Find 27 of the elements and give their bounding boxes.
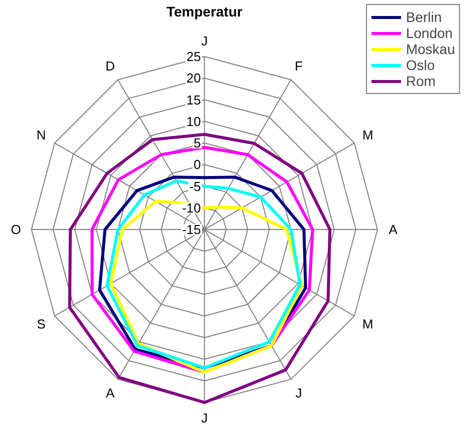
spoke-label: M: [362, 128, 374, 143]
legend-label: London: [406, 25, 453, 41]
spoke-label: N: [36, 128, 46, 143]
spoke-label: F: [294, 58, 303, 74]
y-tick-label: 20: [186, 70, 201, 86]
y-tick-label: 0: [194, 157, 201, 172]
legend-label: Rom: [406, 73, 436, 89]
y-tick-label: -10: [182, 200, 201, 216]
legend-label: Oslo: [406, 57, 435, 73]
y-tick-label: 10: [186, 114, 201, 129]
y-tick-label: -15: [182, 222, 201, 238]
legend-label: Berlin: [406, 9, 442, 25]
spoke-label: A: [388, 222, 398, 238]
spoke-label: J: [296, 385, 302, 400]
y-tick-label: -5: [189, 178, 201, 194]
legend-label: Moskau: [406, 41, 455, 57]
chart-title: Temperatur: [166, 4, 244, 20]
spoke-label: O: [10, 222, 21, 238]
spoke-label: J: [201, 33, 208, 48]
y-tick-label: 5: [194, 136, 201, 151]
spoke-label: D: [105, 58, 115, 74]
spoke-label: M: [362, 316, 374, 332]
y-tick-label: 15: [186, 92, 201, 108]
spoke-label: J: [201, 410, 208, 426]
y-tick-label: 25: [186, 49, 201, 64]
spoke-label: A: [106, 385, 115, 400]
spoke-label: S: [36, 316, 46, 332]
